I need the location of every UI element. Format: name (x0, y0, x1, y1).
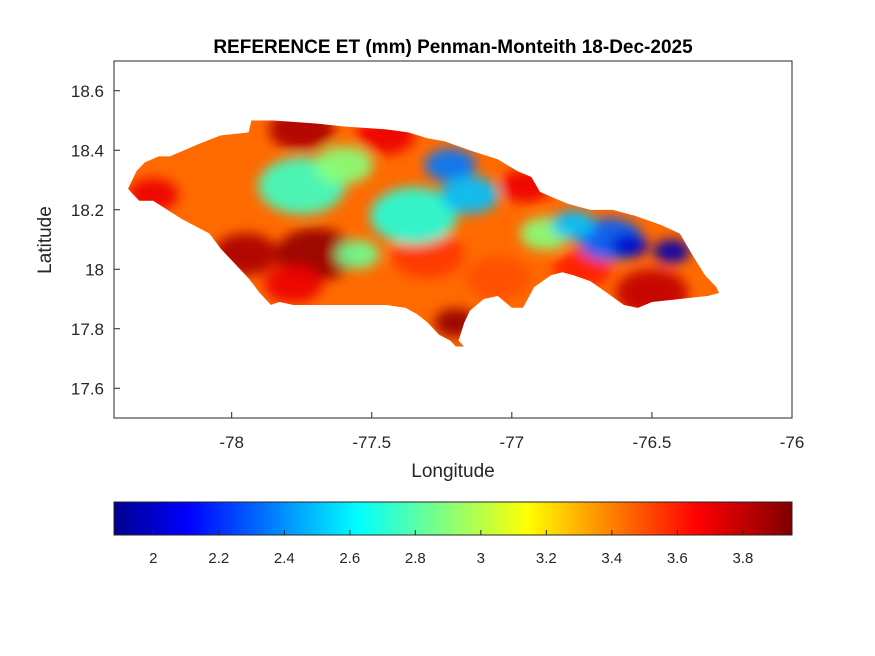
y-tick-label: 17.8 (71, 320, 104, 339)
colorbar-tick-label: 2.2 (208, 550, 229, 567)
colorbar: 2 2.2 2.4 2.6 2.8 3 3.2 3.4 3.6 3.8 (113, 501, 793, 567)
y-tick-label: 18.2 (71, 201, 104, 220)
et-feature-11 (465, 256, 531, 300)
y-tick-label: 17.6 (71, 379, 104, 398)
et-feature-2 (264, 265, 323, 304)
y-axis-label: Latitude (35, 206, 56, 274)
x-tick-label: -76 (780, 433, 805, 452)
et-feature-4 (268, 120, 335, 151)
colorbar-tick-label: 3.4 (601, 550, 622, 567)
x-tick-label: -77 (500, 433, 525, 452)
et-feature-12 (370, 187, 458, 245)
x-tick-label: -77.5 (352, 433, 391, 452)
colorbar-tick-label: 3 (477, 550, 485, 567)
colorbar-tick-label: 2.8 (405, 550, 426, 567)
et-feature-20 (611, 233, 648, 258)
colorbar-gradient (113, 501, 793, 536)
et-feature-13 (424, 148, 476, 182)
x-axis-label: Longitude (411, 461, 494, 482)
colorbar-tick-label: 3.8 (732, 550, 753, 567)
et-feature-17 (314, 146, 373, 185)
et-feature-16 (335, 240, 380, 269)
x-tick-label: -76.5 (633, 433, 672, 452)
x-tick-label: -78 (219, 433, 244, 452)
y-tick-label: 18 (85, 260, 104, 279)
chart-title: REFERENCE ET (mm) Penman-Monteith 18-Dec… (213, 37, 693, 58)
colorbar-tick-label: 2.6 (339, 550, 360, 567)
colorbar-tick-label: 3.6 (667, 550, 688, 567)
et-feature-22 (551, 210, 596, 239)
colorbar-tick-label: 2 (149, 550, 157, 567)
et-feature-14 (440, 175, 499, 214)
plot-area: -78 -77.5 -77 -76.5 -76 17.6 17.8 18 18.2 18.4 18… (71, 60, 805, 452)
y-tick-label: 18.6 (71, 82, 104, 101)
et-feature-21 (653, 239, 690, 264)
y-tick-label: 18.4 (71, 141, 104, 160)
colorbar-tick-label: 3.2 (536, 550, 557, 567)
colorbar-tick-label: 2.4 (274, 550, 295, 567)
